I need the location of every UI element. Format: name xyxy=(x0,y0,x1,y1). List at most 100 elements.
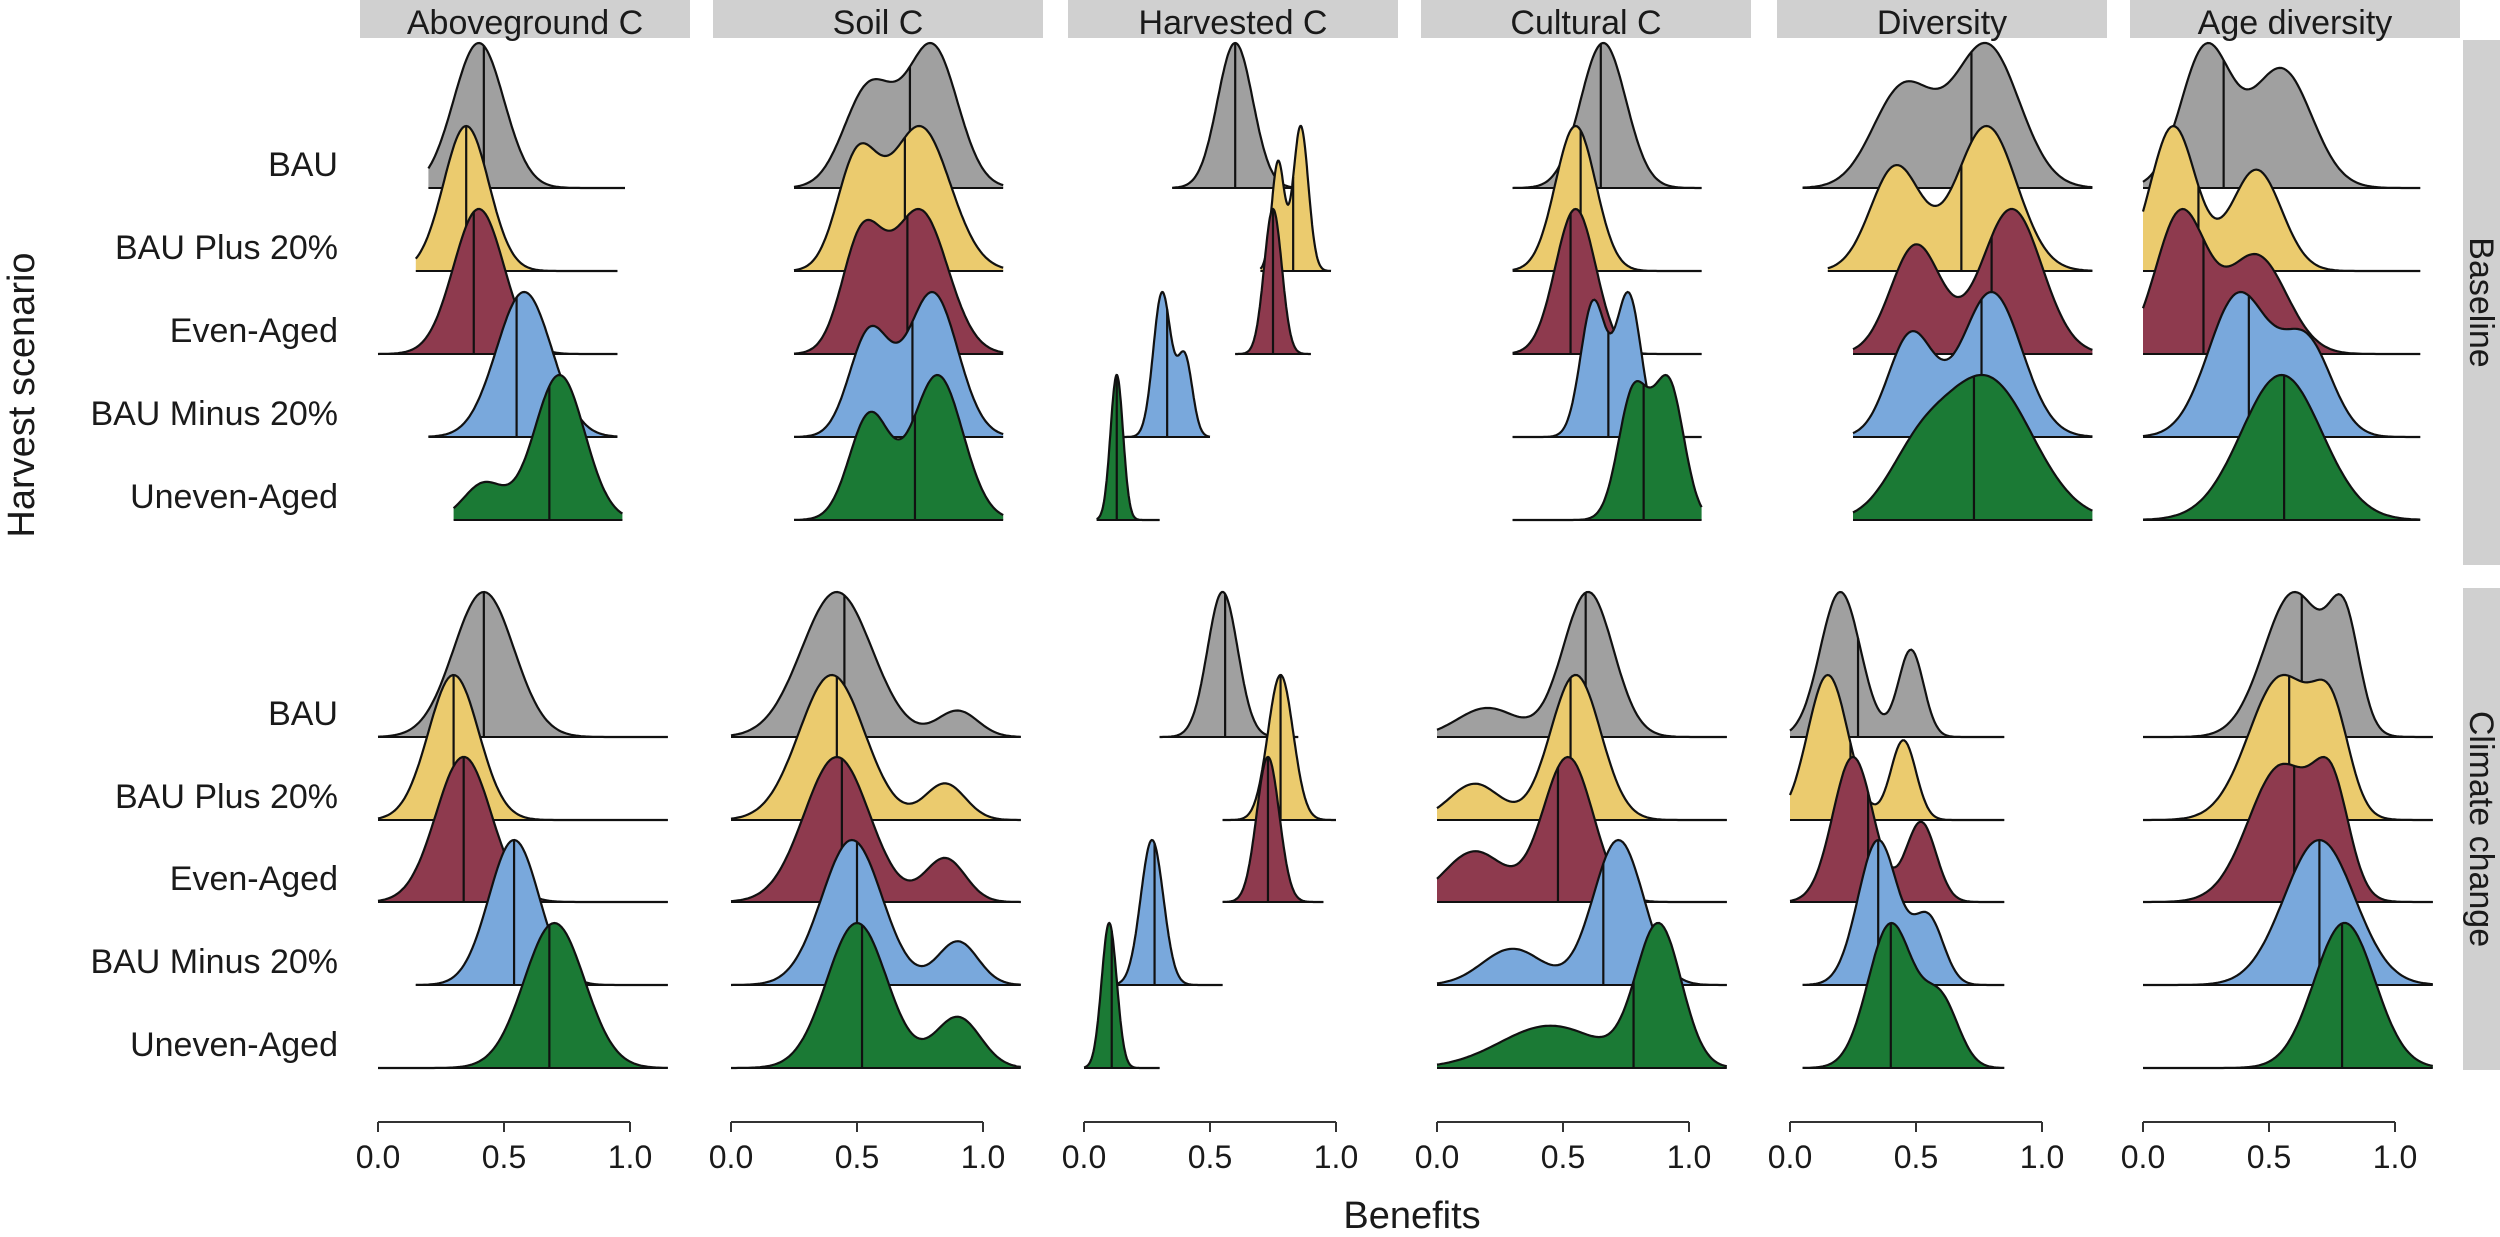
strip-diversity xyxy=(1777,0,2107,38)
ridge-fill-bau xyxy=(2143,592,2433,737)
panel-climate-change-age-diversity xyxy=(2143,590,2434,1070)
ridge-outline-bau xyxy=(1512,41,1702,190)
ridge-fill-bau-minus-20 xyxy=(731,840,1021,985)
ridge-outline-bau xyxy=(1802,41,2093,189)
strip-label-climate-change: Climate change xyxy=(2462,711,2500,947)
y-axis-title: Harvest scenario xyxy=(1,252,43,537)
strip-aboveground-c xyxy=(360,0,690,38)
strip-label-harvested-c: Harvested C xyxy=(1139,4,1328,42)
ridge-fill-bau-minus-20 xyxy=(1853,292,2093,437)
x-tick-label: 1.0 xyxy=(1667,1139,1711,1175)
ridge-fill-bau-plus-20 xyxy=(794,126,1004,271)
ridge-outline-bau-plus-20 xyxy=(730,673,1021,822)
strip-harvested-c xyxy=(1068,0,1398,38)
ridge-fill-bau-plus-20 xyxy=(1222,675,1336,820)
ridge-fill-bau xyxy=(794,43,1004,188)
y-label-bau-minus-20: BAU Minus 20% xyxy=(90,943,338,981)
ridge-fill-bau xyxy=(1437,592,1727,737)
ridge-fill-uneven-aged xyxy=(1853,375,2093,520)
panel-baseline-diversity xyxy=(1802,41,2093,521)
ridge-outline-bau xyxy=(2142,41,2421,190)
panel-climate-change-cultural-c xyxy=(1436,590,1728,1069)
ridge-fill-bau-plus-20 xyxy=(2143,126,2421,271)
ridge-outline-bau-minus-20 xyxy=(428,290,618,438)
x-tick-label: 1.0 xyxy=(961,1139,1005,1175)
strip-label-soil-c: Soil C xyxy=(833,4,924,42)
ridge-fill-bau xyxy=(378,592,668,737)
y-label-uneven-aged: Uneven-Aged xyxy=(130,1026,338,1064)
ridge-fill-uneven-aged xyxy=(1437,923,1727,1068)
ridge-fill-uneven-aged xyxy=(1084,923,1160,1068)
x-tick-label: 0.5 xyxy=(2247,1139,2291,1175)
ridge-outline-even-aged xyxy=(2143,755,2433,904)
ridge-outline-bau-plus-20 xyxy=(1222,673,1336,822)
ridge-fill-uneven-aged xyxy=(1802,923,2005,1068)
ridge-fill-uneven-aged xyxy=(731,923,1021,1068)
panel-baseline-aboveground-c xyxy=(377,41,625,521)
x-tick-label: 0.5 xyxy=(1894,1139,1938,1175)
ridge-fill-bau xyxy=(1802,43,2093,188)
x-tick-label: 1.0 xyxy=(1314,1139,1358,1175)
ridge-fill-uneven-aged xyxy=(1512,375,1702,520)
y-label-bau: BAU xyxy=(268,146,338,184)
y-label-uneven-aged: Uneven-Aged xyxy=(130,478,338,516)
ridge-fill-even-aged xyxy=(794,209,1004,354)
panel-climate-change-diversity xyxy=(1788,590,2005,1069)
ridge-outline-uneven-aged xyxy=(794,373,1004,521)
ridge-fill-even-aged xyxy=(1222,757,1324,902)
x-tick-label: 0.0 xyxy=(1768,1139,1812,1175)
ridge-fill-even-aged xyxy=(1790,757,2005,902)
panel-baseline-soil-c xyxy=(793,41,1004,521)
ridge-fill-bau-plus-20 xyxy=(1437,675,1727,820)
ridge-fill-even-aged xyxy=(378,757,668,902)
ridge-outline-uneven-aged xyxy=(731,921,1021,1070)
ridge-fill-uneven-aged xyxy=(378,923,668,1068)
ridge-fill-even-aged xyxy=(1853,209,2093,354)
ridge-outline-bau-minus-20 xyxy=(2142,290,2421,439)
y-label-bau: BAU xyxy=(268,695,338,733)
ridge-outline-bau-minus-20 xyxy=(1852,290,2093,438)
ridge-outline-bau-minus-20 xyxy=(1802,838,2005,987)
ridge-fill-bau xyxy=(1790,592,2005,737)
ridge-outline-bau xyxy=(793,41,1004,188)
ridge-outline-uneven-aged xyxy=(1852,373,2093,514)
y-label-bau-minus-20: BAU Minus 20% xyxy=(90,395,338,433)
panel-climate-change-soil-c xyxy=(730,590,1021,1070)
ridge-outline-bau-minus-20 xyxy=(1121,290,1211,439)
ridge-outline-bau-plus-20 xyxy=(2143,673,2433,822)
ridge-fill-bau-plus-20 xyxy=(1512,126,1702,271)
ridge-outline-bau-minus-20 xyxy=(730,838,1021,987)
ridge-outline-even-aged xyxy=(730,755,1021,904)
strip-age-diversity xyxy=(2130,0,2460,38)
x-tick-label: 1.0 xyxy=(2020,1139,2064,1175)
x-tick-label: 1.0 xyxy=(608,1139,652,1175)
ridge-fill-uneven-aged xyxy=(2143,375,2421,520)
ridge-fill-even-aged xyxy=(1437,757,1727,902)
ridge-fill-bau-plus-20 xyxy=(2143,675,2433,820)
ridge-outline-uneven-aged xyxy=(1802,921,2005,1069)
x-tick-label: 0.5 xyxy=(482,1139,526,1175)
ridge-fill-even-aged xyxy=(1512,209,1702,354)
x-tick-label: 0.5 xyxy=(1541,1139,1585,1175)
ridge-fill-even-aged xyxy=(2143,209,2421,354)
x-tick-label: 0.0 xyxy=(1062,1139,1106,1175)
ridge-outline-bau-plus-20 xyxy=(793,124,1004,272)
ridge-fill-bau-plus-20 xyxy=(731,675,1021,820)
x-tick-label: 0.0 xyxy=(709,1139,753,1175)
y-label-bau-plus-20: BAU Plus 20% xyxy=(115,229,338,267)
ridge-outline-uneven-aged xyxy=(452,373,623,515)
ridge-outline-even-aged xyxy=(1852,207,2093,351)
strip-label-cultural-c: Cultural C xyxy=(1510,4,1661,42)
strip-label-baseline: Baseline xyxy=(2462,237,2500,367)
panel-climate-change-aboveground-c xyxy=(377,590,668,1070)
ridge-outline-uneven-aged xyxy=(1436,921,1728,1068)
x-tick-label: 0.5 xyxy=(1188,1139,1232,1175)
ridge-fill-even-aged xyxy=(2143,757,2433,902)
panel-baseline-age-diversity xyxy=(2141,41,2421,521)
strip-baseline xyxy=(2463,40,2500,565)
y-label-bau-plus-20: BAU Plus 20% xyxy=(115,778,338,816)
ridge-outline-bau-plus-20 xyxy=(1259,124,1332,273)
ridge-outline-bau-minus-20 xyxy=(794,290,1004,438)
ridge-outline-even-aged xyxy=(793,207,1004,355)
